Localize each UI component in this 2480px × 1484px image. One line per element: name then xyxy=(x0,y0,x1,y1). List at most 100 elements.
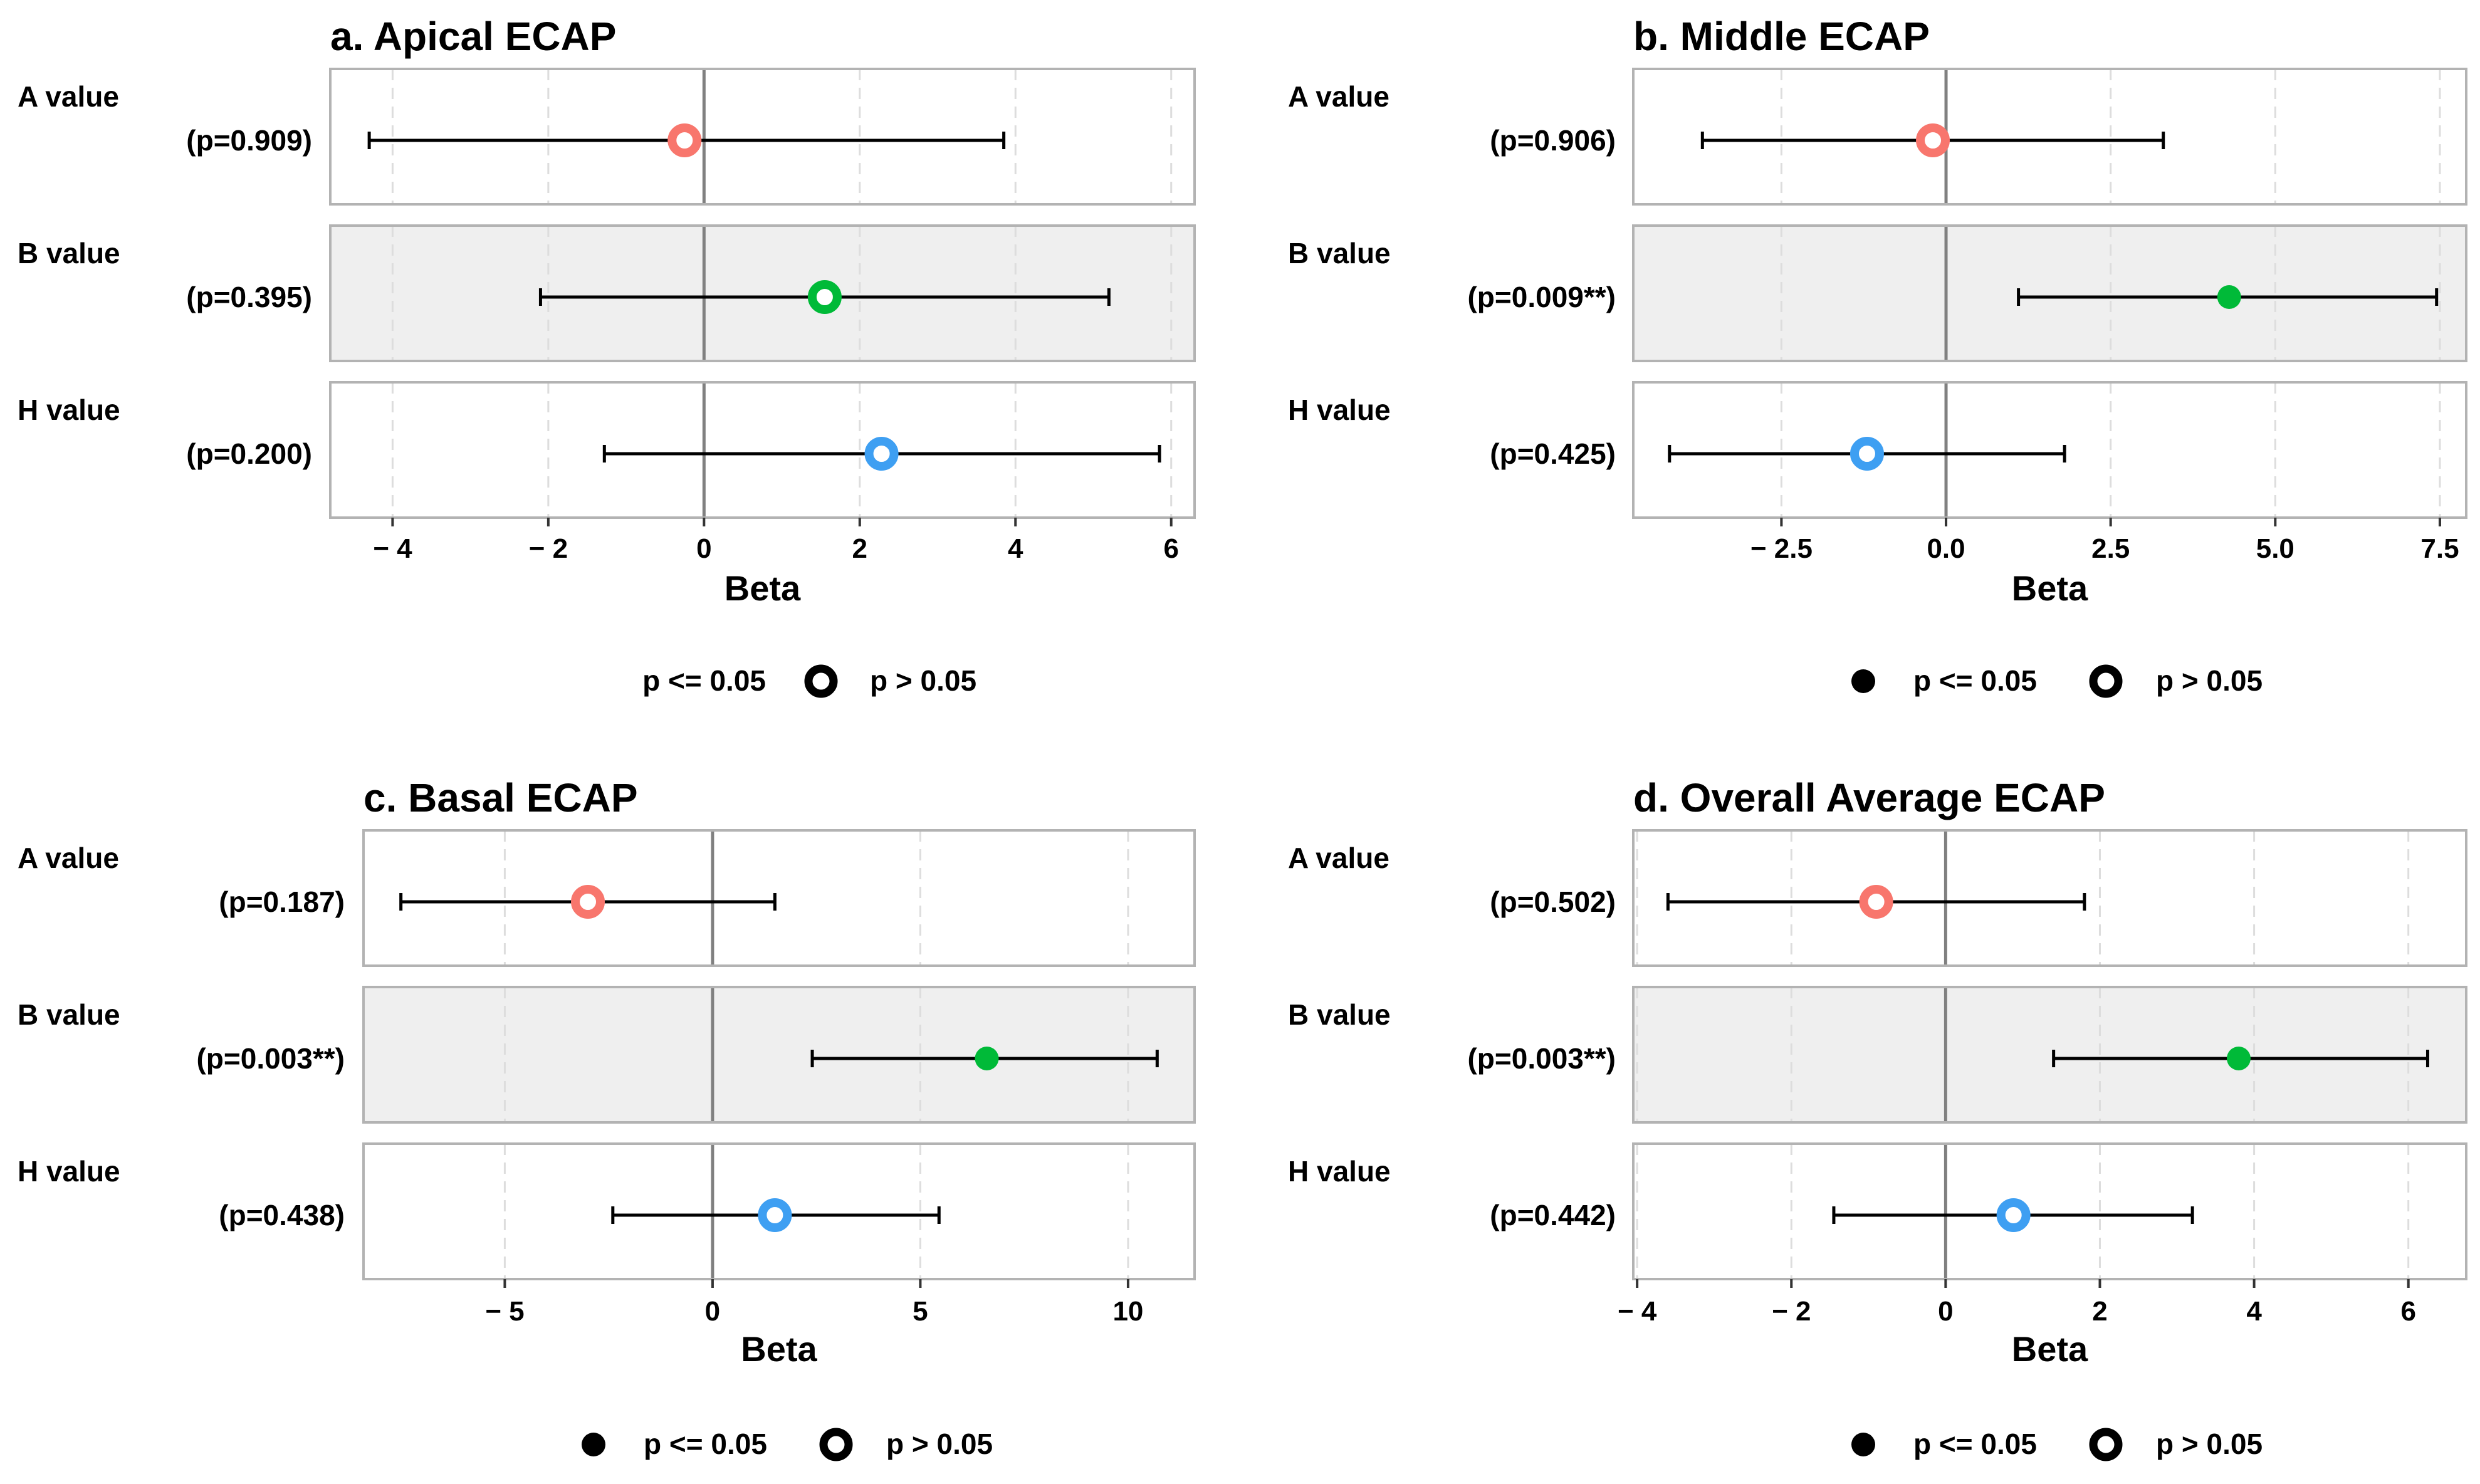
x-tick-label: 0 xyxy=(1938,1296,1953,1327)
row-panel-background xyxy=(1633,830,2466,966)
point-estimate-open xyxy=(1859,885,1893,919)
x-tick-label: 4 xyxy=(2246,1296,2262,1327)
point-estimate-open xyxy=(571,885,605,919)
row-panel-border xyxy=(362,1142,1196,1280)
x-tick-label: 6 xyxy=(2400,1296,2415,1327)
row-label: A value xyxy=(1288,842,1389,874)
row-panel-border xyxy=(1632,829,2467,967)
legend-filled-symbol xyxy=(1851,669,1875,693)
legend-label: p > 0.05 xyxy=(2156,1428,2263,1460)
row-panel-background xyxy=(330,382,1195,518)
row-label: H value xyxy=(1288,1155,1391,1188)
x-tick-label: − 4 xyxy=(1618,1296,1657,1327)
x-tick-label: − 2.5 xyxy=(1750,533,1813,564)
row-panel-background xyxy=(1633,987,2466,1122)
row-panel-border xyxy=(1632,986,2467,1124)
point-estimate-open xyxy=(1850,437,1884,471)
x-axis-label: Beta xyxy=(2012,1329,2088,1369)
legend-label: p > 0.05 xyxy=(2156,664,2263,697)
x-tick-label: 6 xyxy=(1163,533,1178,564)
row-panel-background xyxy=(364,830,1195,966)
panel-2: b. Middle ECAP A value (p=0.906) B value (p=… xyxy=(1288,14,2467,698)
row-label: A value xyxy=(18,842,119,874)
x-tick-label: 2 xyxy=(2092,1296,2107,1327)
point-estimate-open xyxy=(1996,1198,2031,1232)
row-panel-border xyxy=(362,986,1196,1124)
x-tick-label: 2 xyxy=(852,533,867,564)
point-estimate-open xyxy=(864,437,899,471)
row-panel-border xyxy=(329,381,1196,519)
x-axis-label: Beta xyxy=(741,1329,817,1369)
row-label: H value xyxy=(18,1155,120,1188)
p-value-label: (p=0.442) xyxy=(1490,1199,1616,1231)
p-value-label: (p=0.003**) xyxy=(196,1042,345,1075)
legend-label: p <= 0.05 xyxy=(642,664,766,697)
point-estimate-open xyxy=(1916,123,1950,157)
panel-title: d. Overall Average ECAP xyxy=(1633,775,2105,820)
x-tick-label: − 2 xyxy=(1772,1296,1811,1327)
row-label: H value xyxy=(18,394,120,426)
legend-label: p > 0.05 xyxy=(870,664,976,697)
x-tick-label: 2.5 xyxy=(2091,533,2130,564)
row-label: B value xyxy=(1288,998,1391,1031)
point-estimate-filled xyxy=(2226,1047,2251,1070)
x-tick-label: 5 xyxy=(913,1296,928,1327)
row-panel-background xyxy=(1633,1144,2466,1279)
panel-4: d. Overall Average ECAP A value (p=0.502) B… xyxy=(1288,775,2467,1461)
legend-label: p <= 0.05 xyxy=(1913,1428,2037,1460)
row-panel-background xyxy=(364,987,1195,1122)
row-panel-border xyxy=(1632,224,2467,362)
legend-open-symbol xyxy=(804,664,838,698)
p-value-label: (p=0.003**) xyxy=(1467,1042,1616,1075)
x-tick-label: 4 xyxy=(1008,533,1023,564)
row-label: A value xyxy=(18,80,119,113)
row-panel-border xyxy=(329,224,1196,362)
point-estimate-filled xyxy=(975,1047,999,1070)
row-label: H value xyxy=(1288,394,1391,426)
x-tick-label: 0 xyxy=(705,1296,720,1327)
p-value-label: (p=0.438) xyxy=(219,1199,345,1231)
x-tick-label: 0.0 xyxy=(1927,533,1965,564)
row-panel-border xyxy=(1632,381,2467,519)
p-value-label: (p=0.502) xyxy=(1490,886,1616,918)
row-label: B value xyxy=(1288,237,1391,269)
p-value-label: (p=0.200) xyxy=(186,437,312,470)
point-estimate-open xyxy=(667,123,702,157)
panel-3: c. Basal ECAP A value (p=0.187) B value (p=0… xyxy=(18,775,1196,1461)
x-tick-label: − 2 xyxy=(529,533,568,564)
panel-1: a. Apical ECAP A value (p=0.909) B value (p=… xyxy=(18,14,1196,698)
x-tick-label: − 4 xyxy=(373,533,412,564)
p-value-label: (p=0.909) xyxy=(186,124,312,157)
legend-filled-symbol xyxy=(582,1433,605,1456)
row-label: B value xyxy=(18,998,120,1031)
row-panel-border xyxy=(362,829,1196,967)
row-panel-background xyxy=(1633,382,2466,518)
row-panel-border xyxy=(329,68,1196,206)
point-estimate-open xyxy=(758,1198,792,1232)
row-panel-background xyxy=(330,69,1195,204)
row-panel-border xyxy=(1632,1142,2467,1280)
legend-open-symbol xyxy=(819,1428,853,1461)
p-value-label: (p=0.187) xyxy=(219,886,345,918)
x-axis-label: Beta xyxy=(725,568,801,608)
point-estimate-open xyxy=(807,280,842,314)
row-label: A value xyxy=(1288,80,1389,113)
row-panel-background xyxy=(330,226,1195,361)
legend-label: p <= 0.05 xyxy=(644,1428,767,1460)
x-tick-label: 10 xyxy=(1112,1296,1143,1327)
legend-filled-symbol xyxy=(1851,1433,1875,1456)
row-label: B value xyxy=(18,237,120,269)
legend-open-symbol xyxy=(2089,1428,2123,1461)
p-value-label: (p=0.425) xyxy=(1490,437,1616,470)
legend-label: p > 0.05 xyxy=(886,1428,993,1460)
legend-open-symbol xyxy=(2089,664,2123,698)
panel-title: b. Middle ECAP xyxy=(1633,14,1930,59)
row-panel-background xyxy=(1633,69,2466,204)
p-value-label: (p=0.906) xyxy=(1490,124,1616,157)
p-value-label: (p=0.009**) xyxy=(1467,281,1616,313)
point-estimate-filled xyxy=(2217,285,2241,309)
row-panel-background xyxy=(1633,226,2466,361)
x-axis-label: Beta xyxy=(2012,568,2088,608)
row-panel-border xyxy=(1632,68,2467,206)
